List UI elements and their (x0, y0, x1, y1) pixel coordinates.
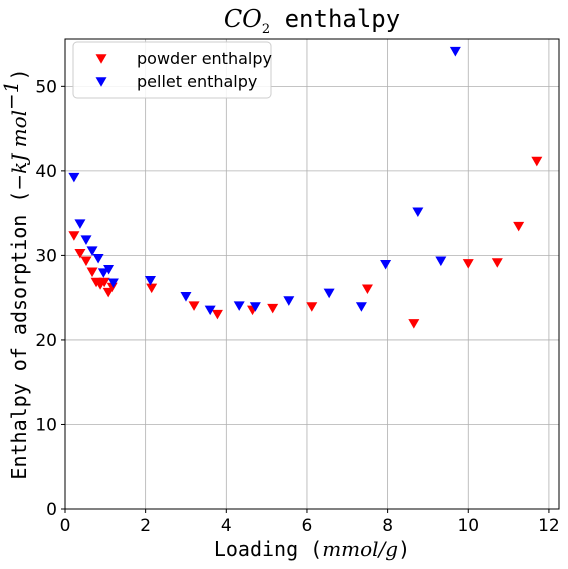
x-axis-label-prefix: Loading ( (214, 537, 322, 561)
data-point-pellet (80, 235, 91, 245)
data-point-powder (306, 302, 317, 312)
legend-label-pellet: pellet enthalpy (137, 72, 257, 91)
data-point-powder (492, 258, 503, 268)
x-axis-label: Loading (mmol/g) (214, 537, 410, 561)
data-point-pellet (234, 301, 245, 311)
x-tick-label: 2 (140, 516, 151, 536)
data-point-pellet (435, 257, 446, 267)
y-tick-label: 40 (35, 162, 57, 182)
data-point-pellet (180, 292, 191, 302)
data-point-powder (513, 222, 524, 232)
data-point-powder (87, 268, 98, 278)
y-tick-label: 20 (35, 331, 57, 351)
y-axis-label-suffix: ) (7, 68, 31, 80)
title-subscript: 2 (262, 22, 270, 37)
legend-label-powder: powder enthalpy (137, 49, 272, 68)
data-point-powder (212, 310, 223, 320)
data-point-powder (408, 319, 419, 329)
axis-ticks: 0 2 4 6 8 10 12 0 10 20 30 40 50 (35, 77, 559, 536)
y-tick-label: 10 (35, 415, 57, 435)
data-point-pellet (74, 219, 85, 229)
data-point-powder (68, 231, 79, 241)
title-co: CO (224, 5, 262, 33)
data-point-pellet (380, 260, 391, 270)
data-point-powder (267, 304, 278, 314)
x-axis-label-suffix: ) (398, 537, 410, 561)
data-point-pellet (68, 173, 79, 183)
y-axis-label-prefix: Enthalpy of adsorption ( (7, 191, 31, 480)
y-tick-label: 30 (35, 246, 57, 266)
data-point-pellet (450, 47, 461, 57)
x-tick-label: 0 (60, 516, 71, 536)
data-point-powder (189, 301, 200, 311)
legend: powder enthalpy pellet enthalpy (73, 42, 272, 98)
data-point-pellet (93, 254, 104, 264)
y-axis-label: Enthalpy of adsorption (−kJ mol−1) (0, 68, 31, 479)
data-point-powder (146, 284, 157, 294)
data-point-powder (531, 157, 542, 167)
plot-frame (65, 39, 559, 509)
y-axis-label-exponent: −1 (0, 80, 23, 109)
data-point-powder (463, 259, 474, 269)
chart-title: CO2 enthalpy (224, 5, 400, 37)
data-point-powder (80, 257, 91, 267)
x-tick-label: 8 (382, 516, 393, 536)
x-tick-label: 4 (221, 516, 232, 536)
x-axis-label-unit: mmol/g (322, 537, 398, 561)
data-point-pellet (356, 302, 367, 312)
x-tick-label: 6 (302, 516, 313, 536)
grid (65, 39, 559, 509)
y-tick-label: 50 (35, 77, 57, 97)
y-tick-label: 0 (46, 500, 57, 520)
data-point-pellet (324, 289, 335, 299)
data-point-powder (362, 284, 373, 294)
x-tick-label: 12 (538, 516, 560, 536)
x-tick-label: 10 (457, 516, 479, 536)
data-point-pellet (283, 296, 294, 306)
title-rest: enthalpy (270, 5, 400, 33)
data-point-pellet (412, 208, 423, 218)
y-axis-label-unit: −kJ mol (7, 110, 31, 191)
